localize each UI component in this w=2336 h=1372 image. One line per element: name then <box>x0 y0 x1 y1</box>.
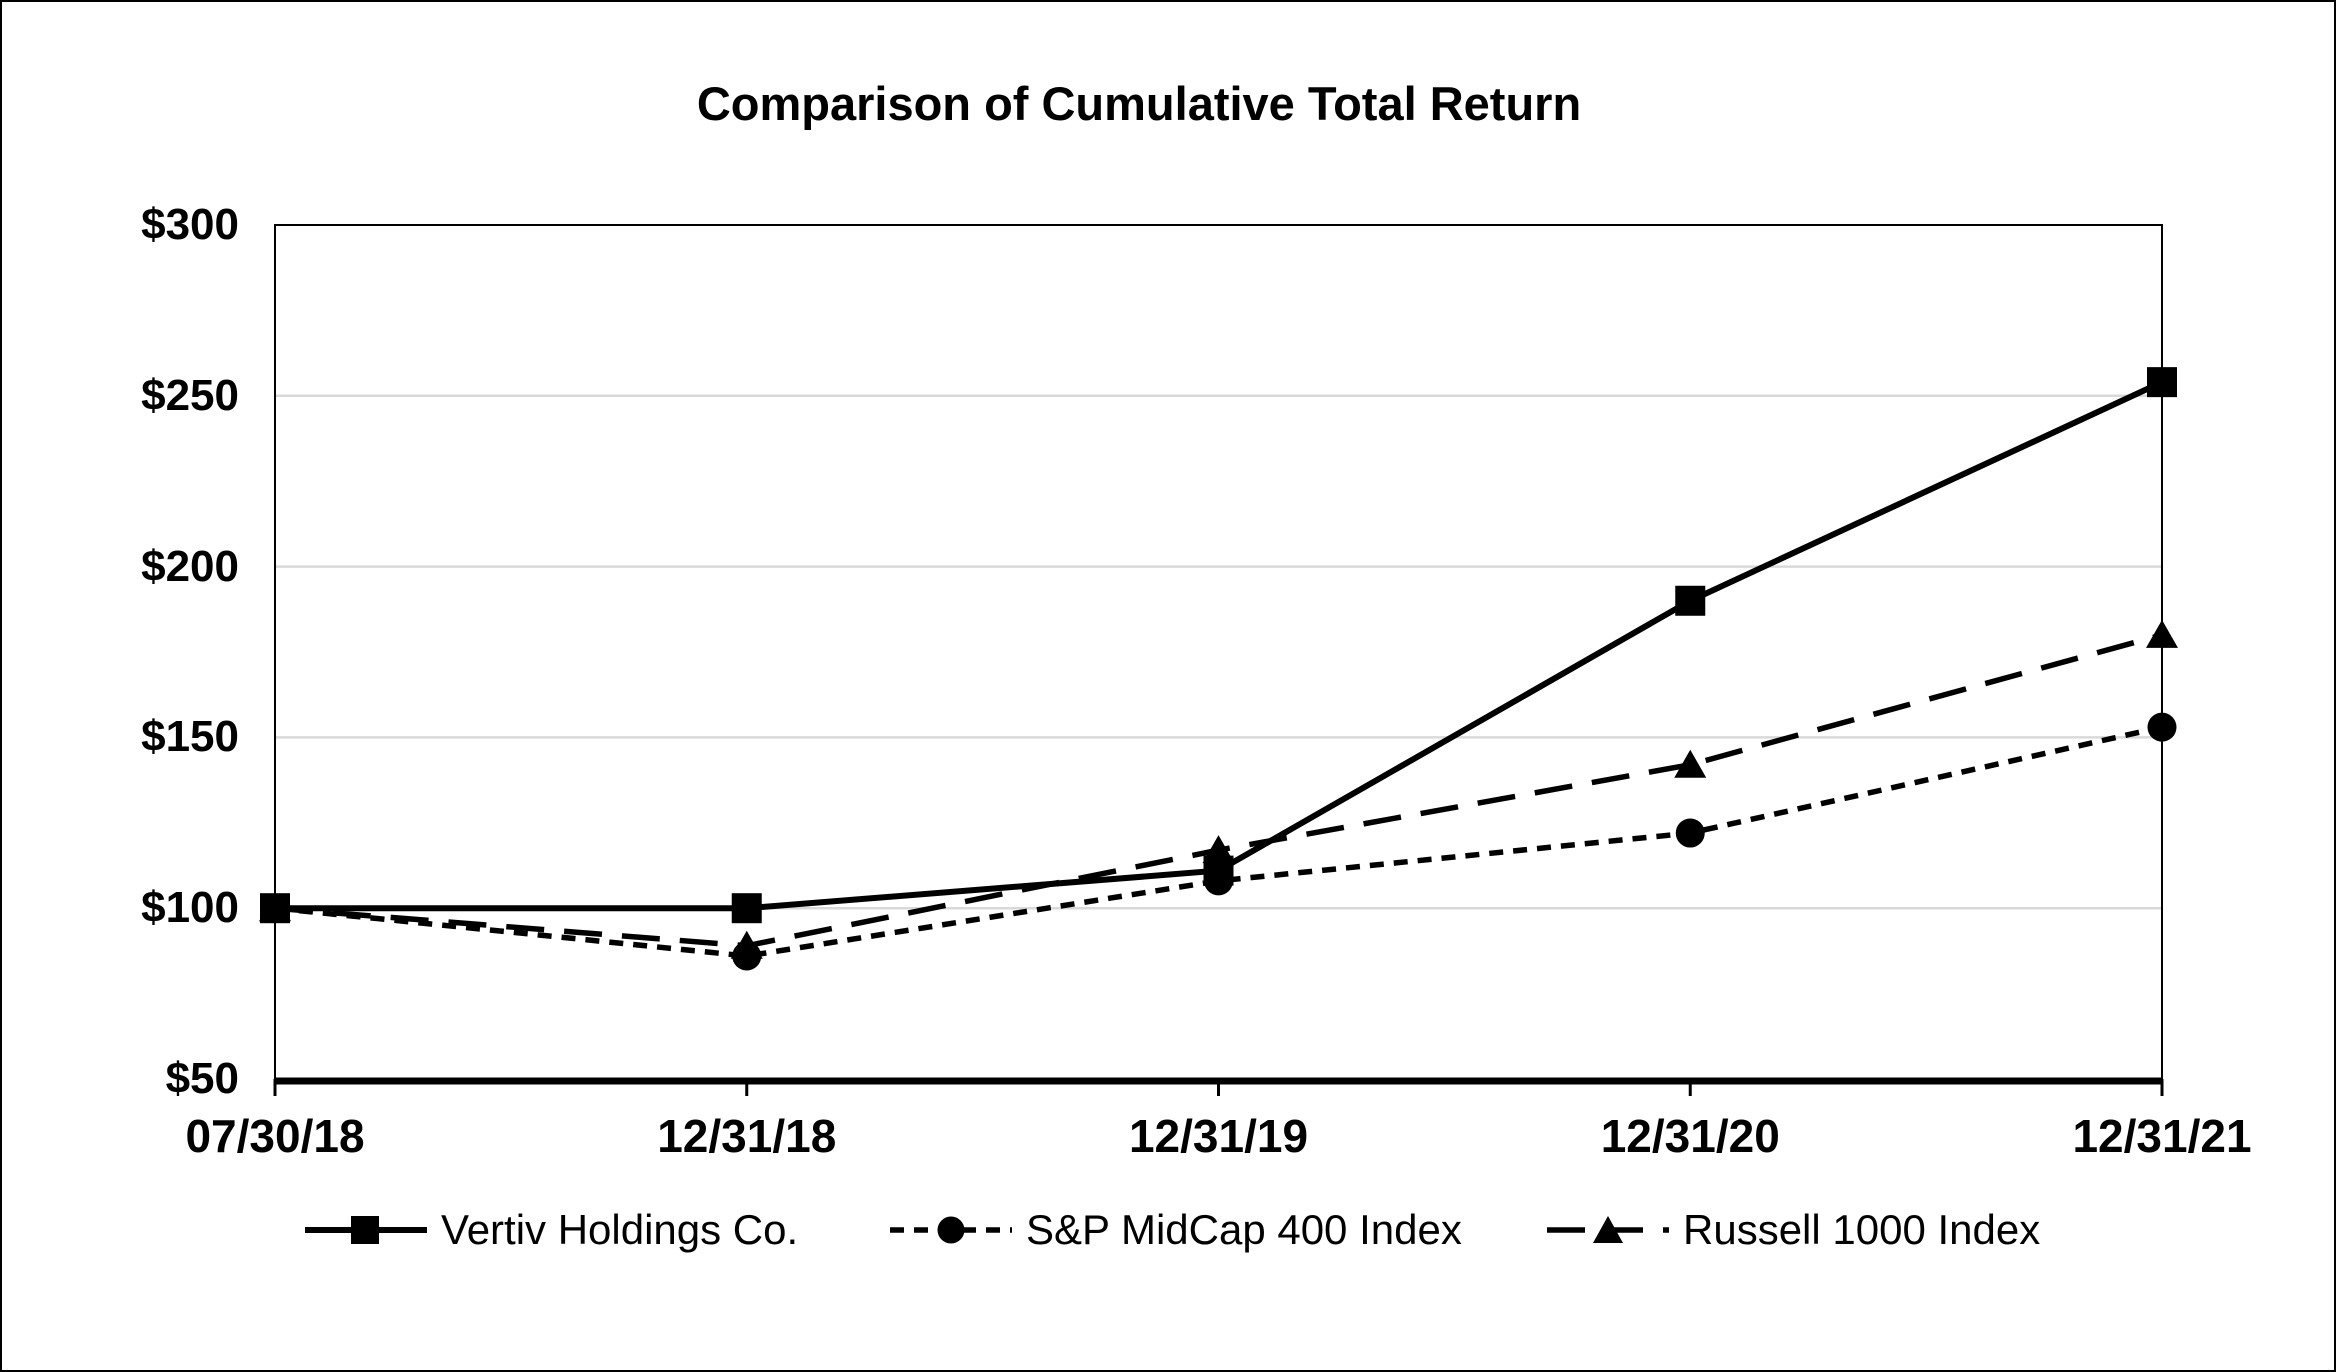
legend-item: S&P MidCap 400 Index <box>890 1202 1462 1258</box>
x-tick-label: 07/30/18 <box>185 1110 365 1162</box>
legend-label: S&P MidCap 400 Index <box>1026 1206 1462 1253</box>
y-tick-label: $150 <box>141 712 239 762</box>
y-tick-label: $250 <box>141 370 239 420</box>
legend-swatch-triangle-icon <box>1547 1216 1669 1243</box>
x-tick-label: 12/31/20 <box>1600 1110 1780 1162</box>
y-tick-label: $300 <box>141 200 239 249</box>
square-marker-icon <box>2147 367 2177 398</box>
triangle-marker-icon <box>730 930 763 959</box>
circle-marker-icon <box>1675 818 1705 848</box>
legend-item: Russell 1000 Index <box>1547 1202 2040 1258</box>
circle-marker-icon <box>2147 712 2177 742</box>
legend-label: Vertiv Holdings Co. <box>441 1206 799 1253</box>
series-line-solid <box>275 379 2164 912</box>
chart-title: Comparison of Cumulative Total Return <box>696 77 1582 130</box>
x-tick-label: 12/31/19 <box>1128 1110 1309 1162</box>
y-tick-label: $200 <box>141 541 239 591</box>
triangle-marker-icon <box>1674 749 1707 778</box>
plot-border <box>274 224 2163 1080</box>
square-marker-icon <box>1203 855 1234 886</box>
square-marker-icon <box>260 893 290 924</box>
square-marker-icon <box>1675 585 1706 616</box>
y-tick-label: $100 <box>141 883 239 933</box>
series-line-dotted <box>274 724 2163 959</box>
legend-item: Vertiv Holdings Co. <box>305 1202 798 1258</box>
triangle-marker-icon <box>2146 619 2178 648</box>
square-marker-icon <box>731 893 762 924</box>
y-tick-label: $50 <box>165 1054 239 1103</box>
x-tick-label: 12/31/18 <box>657 1110 837 1162</box>
legend-swatch-square-icon <box>305 1216 427 1244</box>
legend-swatch-circle-icon <box>890 1216 1012 1244</box>
x-tick-label: 12/31/21 <box>2072 1110 2252 1162</box>
legend-label: Russell 1000 Index <box>1683 1206 2041 1253</box>
